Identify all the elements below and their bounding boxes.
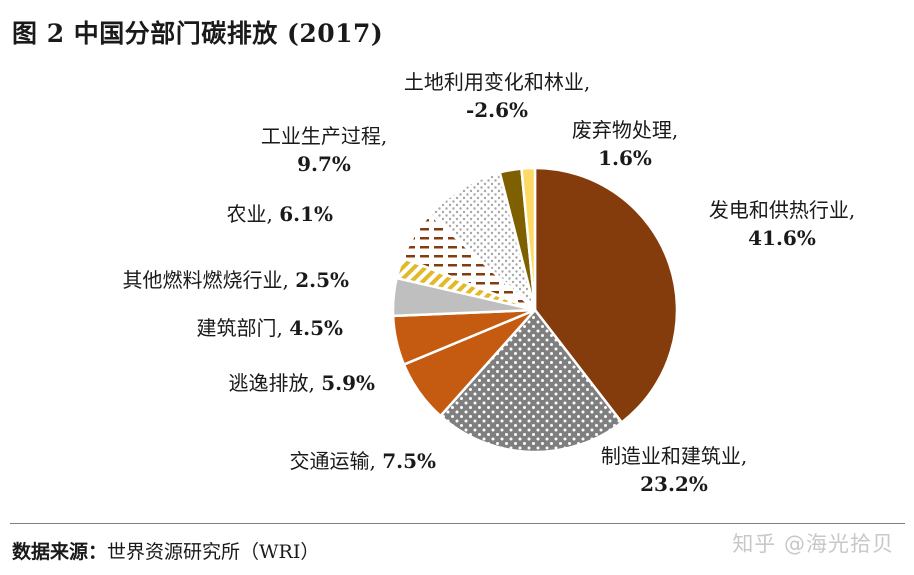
data-label-name: 土地利用变化和林业, — [403, 70, 591, 94]
source-text: 世界资源研究所（WRI） — [107, 541, 320, 563]
data-label-2: 制造业和建筑业, 23.2% — [601, 442, 747, 498]
source-label: 数据来源： — [12, 541, 108, 563]
pie-slice-2 — [438, 308, 624, 454]
pie-chart — [391, 166, 679, 454]
data-label-6: 其他燃料燃烧行业, 2.5% — [122, 266, 349, 294]
data-label-name: 工业生产过程, — [260, 124, 388, 148]
data-label-value: 41.6% — [748, 226, 816, 250]
data-label-9: 土地利用变化和林业, -2.6% — [404, 68, 590, 124]
pie-slice-10 — [520, 166, 537, 311]
data-label-4: 逃逸排放, 5.9% — [228, 369, 375, 397]
data-label-1: 发电和供热行业, 41.6% — [709, 196, 855, 252]
data-label-10: 废弃物处理, 1.6% — [572, 116, 678, 172]
data-label-name: 制造业和建筑业, — [600, 444, 748, 468]
data-label-name: 建筑部门, — [196, 316, 283, 340]
data-label-value: 5.9% — [321, 371, 375, 395]
data-label-name: 逃逸排放, — [228, 371, 315, 395]
data-label-7: 农业, 6.1% — [226, 200, 333, 228]
data-label-value: 1.6% — [598, 146, 652, 170]
data-label-value: 2.5% — [295, 268, 349, 292]
footer-divider — [10, 523, 905, 524]
data-label-name: 其他燃料燃烧行业, — [122, 268, 289, 292]
chart-title: 图 2 中国分部门碳排放 (2017) — [12, 19, 384, 48]
pie-slices — [391, 166, 679, 454]
data-label-3: 交通运输, 7.5% — [289, 447, 436, 475]
data-label-value: -2.6% — [465, 98, 529, 122]
data-label-value: 4.5% — [289, 316, 343, 340]
data-label-8: 工业生产过程, 9.7% — [261, 122, 387, 178]
watermark: 知乎 @海光拾贝 — [732, 532, 894, 556]
data-label-value: 6.1% — [279, 202, 333, 226]
data-label-value: 23.2% — [640, 472, 708, 496]
data-label-value: 7.5% — [382, 449, 436, 473]
source-note: 数据来源：世界资源研究所（WRI） — [12, 537, 319, 564]
data-label-name: 交通运输, — [289, 449, 376, 473]
pie-slice-1 — [533, 166, 679, 425]
data-label-name: 废弃物处理, — [571, 118, 679, 142]
pie-slice-8 — [428, 170, 538, 314]
data-label-5: 建筑部门, 4.5% — [196, 314, 343, 342]
data-label-name: 农业, — [226, 202, 273, 226]
data-label-value: 9.7% — [297, 152, 351, 176]
data-label-name: 发电和供热行业, — [708, 198, 856, 222]
